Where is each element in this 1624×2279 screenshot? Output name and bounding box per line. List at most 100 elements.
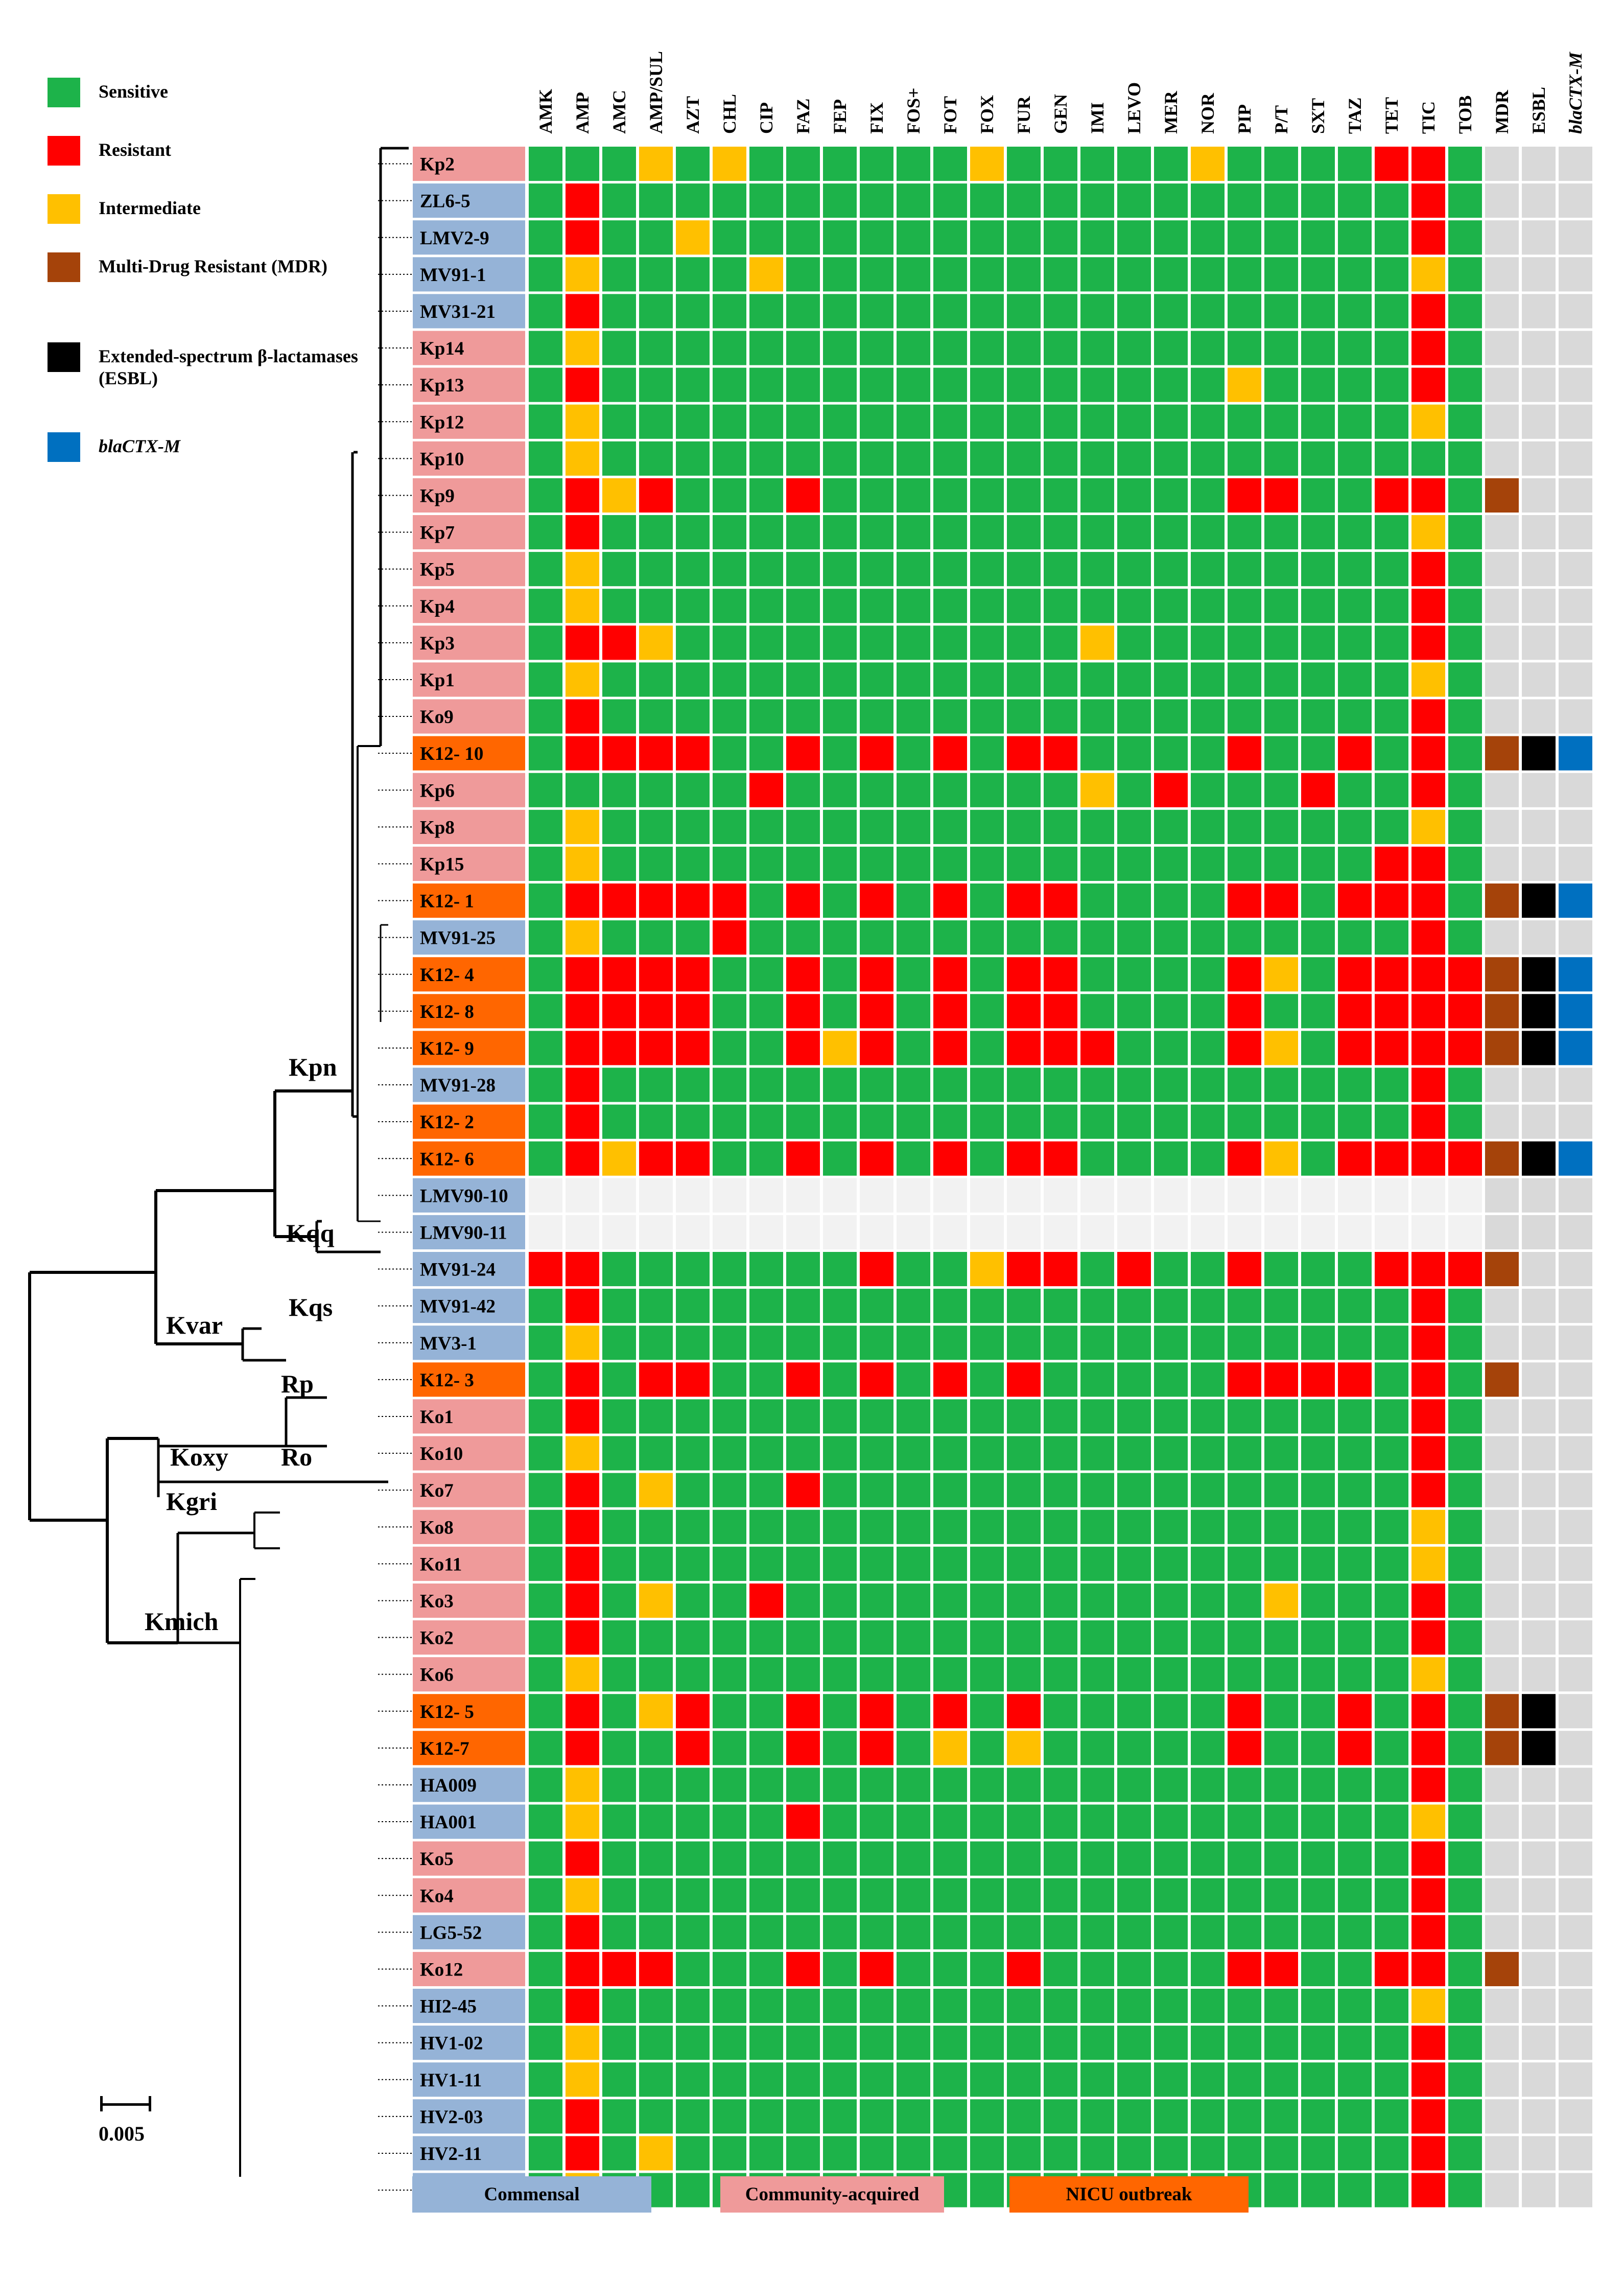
heatmap-cell	[566, 1694, 599, 1729]
heatmap-cell	[1044, 515, 1077, 550]
heatmap-cell	[566, 515, 599, 550]
heatmap-cell	[1264, 183, 1298, 218]
row-label: MV91-42	[420, 1296, 496, 1317]
heatmap-cell	[1522, 552, 1556, 587]
heatmap-cell	[860, 920, 893, 955]
heatmap-cell	[1154, 589, 1188, 623]
heatmap-cell	[602, 1252, 636, 1287]
heatmap-cell	[933, 1067, 967, 1102]
heatmap-cell	[1411, 1399, 1445, 1434]
heatmap-cell	[1117, 1915, 1151, 1949]
heatmap-cell	[639, 883, 673, 918]
heatmap-cell	[676, 2099, 710, 2134]
heatmap-cell	[529, 1657, 562, 1692]
heatmap-cell	[1375, 220, 1408, 255]
heatmap-cell	[970, 1731, 1004, 1765]
heatmap-cell	[1117, 1989, 1151, 2024]
heatmap-cell	[897, 294, 930, 329]
heatmap-cell	[749, 404, 783, 439]
heatmap-cell	[1522, 1031, 1556, 1065]
heatmap-cell	[1007, 2062, 1041, 2097]
heatmap-cell	[1044, 257, 1077, 292]
heatmap-cell	[970, 1915, 1004, 1949]
column-header: FEP	[830, 99, 850, 134]
heatmap-cell	[1411, 1509, 1445, 1544]
heatmap-cell	[676, 920, 710, 955]
heatmap-cell	[1559, 1841, 1592, 1876]
row-label: MV91-24	[420, 1260, 496, 1281]
heatmap-cell	[1154, 2062, 1188, 2097]
heatmap-cell	[1117, 1841, 1151, 1876]
heatmap-cell	[1485, 1362, 1519, 1397]
heatmap-cell	[1080, 2099, 1114, 2134]
heatmap-cell	[529, 1731, 562, 1765]
heatmap-cell	[860, 147, 893, 181]
heatmap-cell	[1301, 515, 1335, 550]
heatmap-cell	[1375, 1436, 1408, 1471]
heatmap-cell	[1228, 736, 1261, 771]
heatmap-cell	[566, 699, 599, 734]
heatmap-cell	[1007, 1804, 1041, 1839]
heatmap-cell	[566, 1104, 599, 1139]
heatmap-cell	[786, 1841, 820, 1876]
heatmap-cell	[1154, 1104, 1188, 1139]
heatmap-cell	[1485, 1841, 1519, 1876]
heatmap-cell	[970, 920, 1004, 955]
heatmap-cell	[1044, 1473, 1077, 1507]
heatmap-cell	[639, 183, 673, 218]
heatmap-cell	[823, 736, 857, 771]
heatmap-cell	[713, 2062, 746, 2097]
row-label: HV2-11	[420, 2144, 482, 2165]
heatmap-cell	[1338, 846, 1372, 881]
heatmap-cell	[1411, 2099, 1445, 2134]
heatmap-cell	[676, 1104, 710, 1139]
heatmap-cell	[860, 1620, 893, 1655]
heatmap-cell	[1485, 1878, 1519, 1913]
heatmap-cell	[1007, 1620, 1041, 1655]
heatmap-cell	[1264, 1362, 1298, 1397]
heatmap-cell	[1264, 2099, 1298, 2134]
heatmap-cell	[1007, 367, 1041, 402]
heatmap-cell	[1264, 367, 1298, 402]
heatmap-cell	[1559, 1804, 1592, 1839]
heatmap-cell	[713, 1104, 746, 1139]
heatmap-cell	[1448, 994, 1482, 1029]
heatmap-cell	[897, 147, 930, 181]
row-label: Kp13	[420, 375, 464, 396]
heatmap-cell	[860, 1473, 893, 1507]
heatmap-cell	[602, 1141, 636, 1176]
heatmap-cell	[639, 478, 673, 513]
heatmap-cell	[860, 699, 893, 734]
heatmap-cell	[529, 1583, 562, 1618]
heatmap-cell	[1228, 957, 1261, 992]
heatmap-cell	[1485, 1141, 1519, 1176]
heatmap-cell	[1080, 883, 1114, 918]
row-label-box	[413, 1509, 525, 1544]
row-label-box	[413, 1436, 525, 1471]
heatmap-cell	[1522, 699, 1556, 734]
tree-clade-label: Ro	[281, 1443, 312, 1471]
heatmap-cell	[1264, 699, 1298, 734]
heatmap-cell	[1007, 1583, 1041, 1618]
row-label: Kp10	[420, 449, 464, 470]
heatmap-cell	[749, 1289, 783, 1323]
row-label-box	[413, 441, 525, 476]
heatmap-cell	[860, 2136, 893, 2171]
heatmap-cell	[1338, 404, 1372, 439]
heatmap-cell	[1522, 2173, 1556, 2207]
heatmap-cell	[1338, 1289, 1372, 1323]
heatmap-cell	[897, 1252, 930, 1287]
heatmap-cell	[823, 1657, 857, 1692]
heatmap-cell	[1559, 1509, 1592, 1544]
heatmap-cell	[1228, 1436, 1261, 1471]
heatmap-cell	[749, 1141, 783, 1176]
heatmap-cell	[897, 994, 930, 1029]
heatmap-cell	[1228, 220, 1261, 255]
heatmap-cell	[1559, 441, 1592, 476]
heatmap-cell	[639, 662, 673, 697]
row-label-box	[413, 662, 525, 697]
heatmap-cell	[823, 846, 857, 881]
heatmap-cell	[749, 920, 783, 955]
heatmap-cell	[1264, 957, 1298, 992]
heatmap-cell	[1154, 809, 1188, 844]
